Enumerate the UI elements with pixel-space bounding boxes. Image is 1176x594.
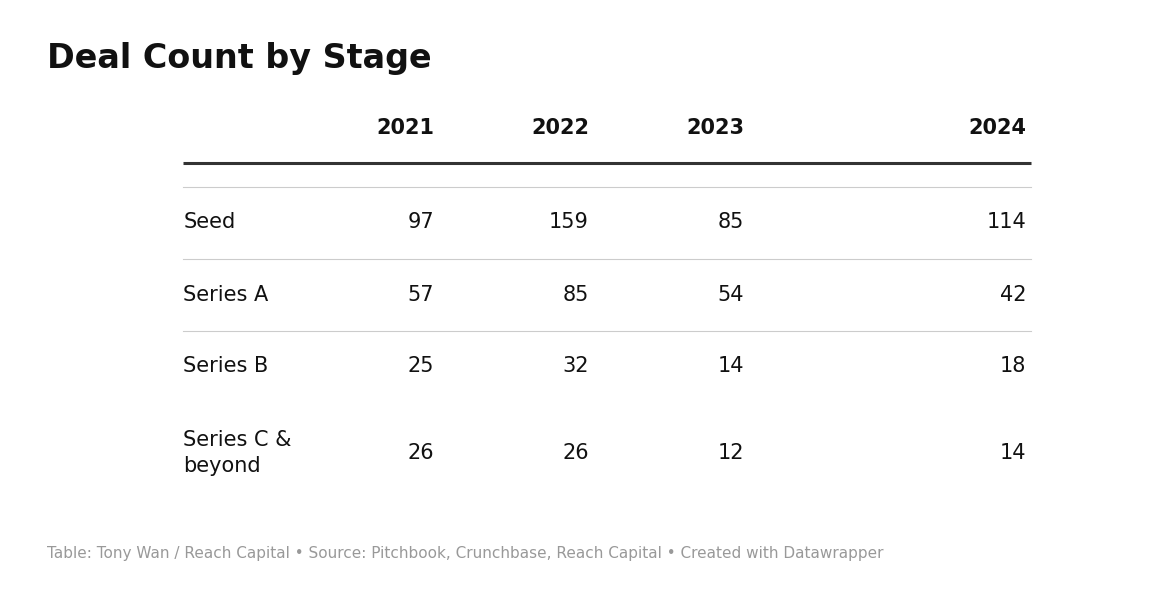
Text: 26: 26 <box>407 443 434 463</box>
Text: 14: 14 <box>1000 443 1027 463</box>
Text: 2022: 2022 <box>532 118 589 138</box>
Text: 2021: 2021 <box>376 118 434 138</box>
Text: 12: 12 <box>717 443 744 463</box>
Text: 25: 25 <box>408 356 434 376</box>
Text: 54: 54 <box>717 285 744 305</box>
Text: 114: 114 <box>987 212 1027 232</box>
Text: Series C &
beyond: Series C & beyond <box>183 430 292 476</box>
Text: Seed: Seed <box>183 212 235 232</box>
Text: 32: 32 <box>562 356 589 376</box>
Text: 57: 57 <box>408 285 434 305</box>
Text: Series B: Series B <box>183 356 268 376</box>
Text: 42: 42 <box>1000 285 1027 305</box>
Text: 85: 85 <box>562 285 589 305</box>
Text: 14: 14 <box>717 356 744 376</box>
Text: Deal Count by Stage: Deal Count by Stage <box>47 42 432 75</box>
Text: 97: 97 <box>407 212 434 232</box>
Text: 85: 85 <box>717 212 744 232</box>
Text: Series A: Series A <box>183 285 268 305</box>
Text: 26: 26 <box>562 443 589 463</box>
Text: 159: 159 <box>549 212 589 232</box>
Text: 18: 18 <box>1000 356 1027 376</box>
Text: 2023: 2023 <box>686 118 744 138</box>
Text: 2024: 2024 <box>969 118 1027 138</box>
Text: Table: Tony Wan / Reach Capital • Source: Pitchbook, Crunchbase, Reach Capital •: Table: Tony Wan / Reach Capital • Source… <box>47 546 883 561</box>
